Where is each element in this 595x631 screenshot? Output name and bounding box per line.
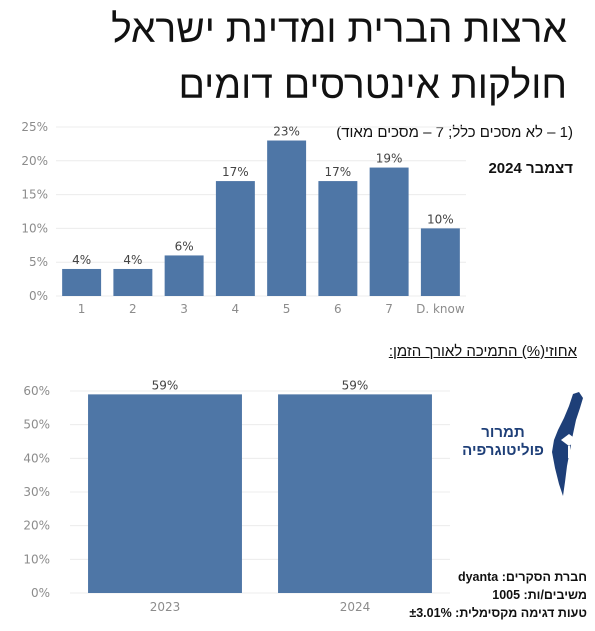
distribution-bar-chart: 0% 5% 10% 15% 20% 25% 4% 1 4% 2 6% 3 17% 4 23% 5 17% 6 19%… xyxy=(21,120,466,316)
x-category-label: 7 xyxy=(385,302,393,316)
y-tick-label: 0% xyxy=(29,289,48,303)
y-tick-label: 20% xyxy=(21,154,48,168)
israel-map-road-sign-icon xyxy=(552,392,583,496)
footer-company: חברת הסקרים: dyanta xyxy=(457,570,587,584)
bar-value-label: 4% xyxy=(72,253,91,267)
bar xyxy=(369,167,409,296)
y-tick-label: 40% xyxy=(23,451,50,465)
y-tick-label: 25% xyxy=(21,120,48,134)
y-tick-label: 15% xyxy=(21,188,48,202)
bar xyxy=(215,181,255,296)
x-category-label: 3 xyxy=(180,302,188,316)
x-category-label: 6 xyxy=(334,302,342,316)
x-category-label: 2 xyxy=(129,302,137,316)
title-line-2: חולקות אינטרסים דומים xyxy=(178,64,567,107)
y-tick-label: 10% xyxy=(23,552,50,566)
x-category-label: 4 xyxy=(232,302,240,316)
logo-line-2: פוליטוגרפיה xyxy=(462,442,544,459)
bar xyxy=(278,394,432,593)
bar-value-label: 19% xyxy=(376,152,403,166)
y-tick-label: 30% xyxy=(23,485,50,499)
bar-value-label: 59% xyxy=(342,378,369,392)
y-tick-label: 10% xyxy=(21,221,48,235)
x-category-label: 5 xyxy=(283,302,291,316)
y-tick-label: 0% xyxy=(31,586,50,600)
bar-value-label: 6% xyxy=(175,239,194,253)
survey-date: דצמבר 2024 xyxy=(488,160,573,177)
bar xyxy=(267,140,307,296)
x-category-label: D. know xyxy=(416,302,465,316)
y-tick-label: 5% xyxy=(29,255,48,269)
scale-note: (1 – לא מסכים כלל; 7 – מסכים מאוד) xyxy=(336,124,573,141)
bar xyxy=(62,268,102,296)
section-heading: אחוזי(%) התמיכה לאורך הזמן: xyxy=(388,343,577,360)
bar xyxy=(164,255,204,296)
bar-value-label: 23% xyxy=(273,125,300,139)
x-category-label: 1 xyxy=(78,302,86,316)
footer-margin: טעות דגימה מקסימלית: ±3.01% xyxy=(409,606,587,620)
y-tick-label: 20% xyxy=(23,519,50,533)
bar xyxy=(318,181,358,296)
bar xyxy=(420,228,460,296)
bar-value-label: 59% xyxy=(152,378,179,392)
footer-respondents: משיבים/ות: 1005 xyxy=(492,588,587,602)
title-line-1: ארצות הברית ומדינת ישראל xyxy=(111,8,567,51)
bar-value-label: 4% xyxy=(123,253,142,267)
bar xyxy=(88,394,242,593)
y-tick-label: 50% xyxy=(23,418,50,432)
bar-value-label: 10% xyxy=(427,212,454,226)
bar-value-label: 17% xyxy=(325,165,352,179)
y-tick-label: 60% xyxy=(23,384,50,398)
bar-value-label: 17% xyxy=(222,165,249,179)
x-category-label: 2023 xyxy=(150,600,181,614)
logo-line-1: תמרור xyxy=(481,424,525,441)
x-category-label: 2024 xyxy=(340,600,371,614)
bar xyxy=(113,268,153,296)
